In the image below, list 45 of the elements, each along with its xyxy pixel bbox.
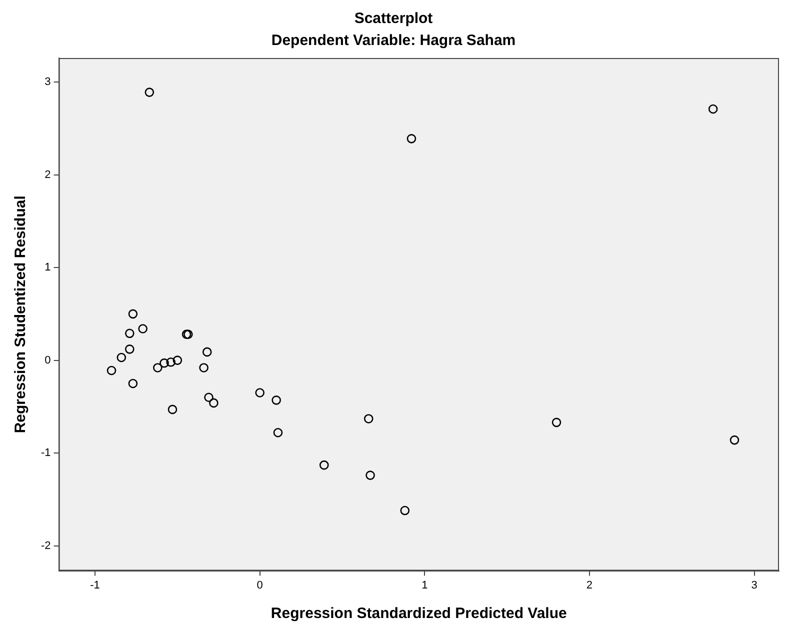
x-tick-label: -1 <box>90 579 100 592</box>
point <box>184 330 193 339</box>
point <box>160 358 169 368</box>
point <box>144 88 154 97</box>
point <box>255 388 264 398</box>
y-tick-label: 3 <box>44 76 51 88</box>
point <box>172 356 182 365</box>
point <box>406 134 416 144</box>
point <box>366 470 375 480</box>
point <box>319 460 329 470</box>
point <box>125 344 134 354</box>
point <box>153 363 162 372</box>
y-tick-label: 1 <box>44 262 51 274</box>
point <box>168 404 178 414</box>
point <box>128 309 138 319</box>
x-tick-label: 3 <box>751 579 758 592</box>
point <box>364 414 374 424</box>
point <box>209 398 218 408</box>
y-tick-label: -1 <box>41 447 51 460</box>
point <box>202 347 212 357</box>
point <box>204 392 214 402</box>
point <box>400 506 410 516</box>
point <box>128 378 138 388</box>
x-tick-label: 0 <box>256 579 263 592</box>
point <box>552 418 562 428</box>
point <box>106 366 116 376</box>
chart-subtitle: Dependent Variable: Hagra Saham <box>271 32 516 50</box>
y-tick-label: 2 <box>44 168 51 181</box>
point <box>182 330 192 339</box>
point <box>199 363 208 372</box>
point <box>272 396 281 405</box>
x-axis-title: Regression Standardized Predicted Value <box>270 605 567 622</box>
x-tick-label: 1 <box>422 579 428 592</box>
point <box>138 324 148 334</box>
point <box>730 435 740 445</box>
point <box>273 428 283 438</box>
y-tick-label: 0 <box>44 354 51 366</box>
y-axis-title: Regression Studentized Residual <box>12 196 30 434</box>
y-tick-label: -2 <box>41 540 51 552</box>
point <box>166 358 176 367</box>
point <box>116 352 126 362</box>
point <box>125 328 134 338</box>
chart-title: Scatterplot <box>354 10 433 28</box>
x-tick-label: 2 <box>586 579 593 592</box>
point <box>708 104 718 114</box>
